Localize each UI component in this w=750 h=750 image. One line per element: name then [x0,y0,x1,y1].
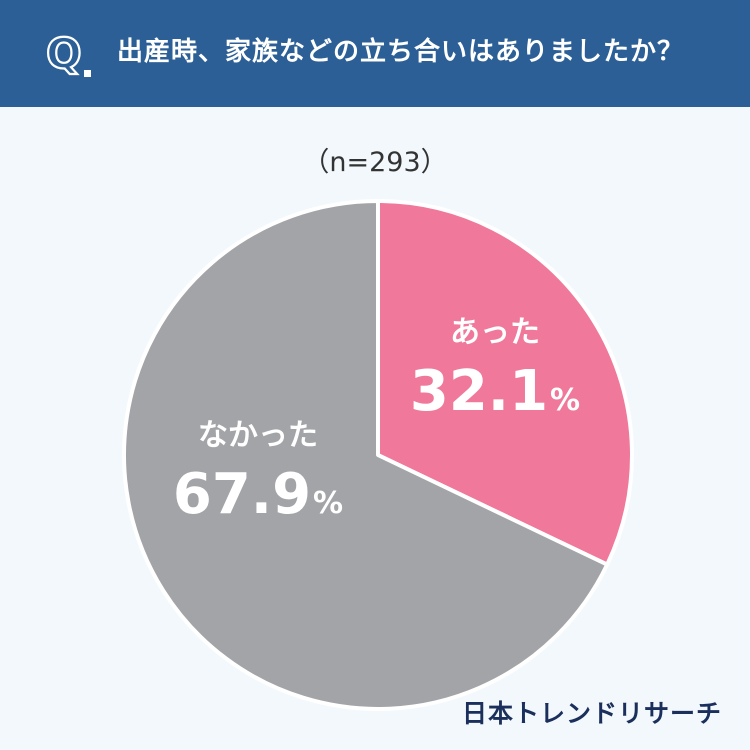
slice-percent-atta: 32.1% [409,359,581,424]
question-title: 出産時、家族などの立ち合いはありましたか？ [117,37,685,67]
slice-percent-nakatta: 67.9% [172,462,344,527]
question-header: Q 出産時、家族などの立ち合いはありましたか？ [0,0,750,107]
q-letter: Q [46,29,82,78]
pie-slice-0 [376,199,634,567]
sample-size: （n=293） [302,147,448,178]
slice-label-nakatta: なかった 67.9% [168,418,348,539]
brand-logo: 日本トレンドリサーチ [461,699,722,728]
pie-slice-1 [122,199,610,711]
slice-label-atta: あった 32.1% [405,315,585,436]
slice-name-nakatta: なかった [198,418,318,453]
slice-name-atta: あった [450,315,540,350]
q-letter-icon: Q [45,28,91,79]
